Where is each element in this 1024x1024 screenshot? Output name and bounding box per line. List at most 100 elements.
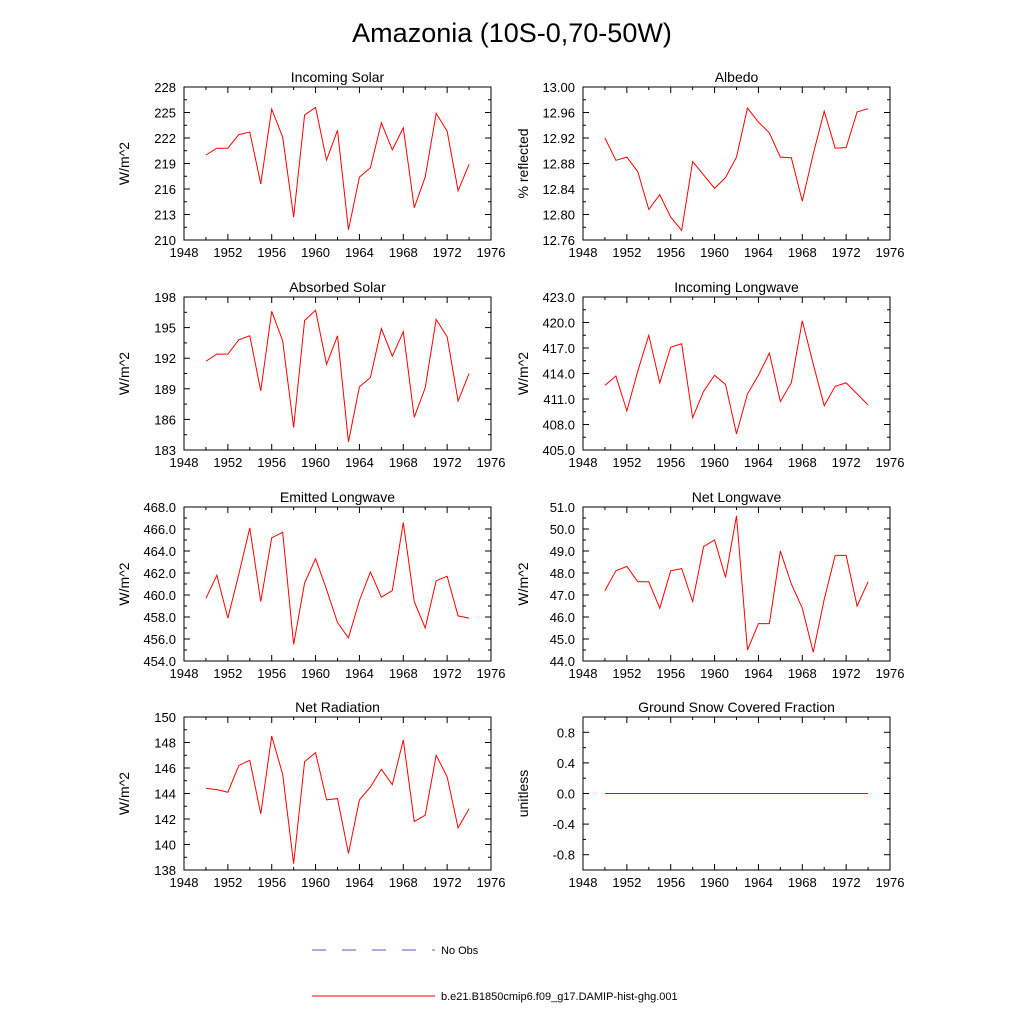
x-tick-label: 1968 — [788, 245, 817, 260]
x-tick-label: 1976 — [477, 875, 506, 890]
y-tick-label: -0.8 — [553, 848, 575, 863]
x-tick-label: 1952 — [612, 455, 641, 470]
y-tick-label: 13.00 — [542, 80, 575, 95]
legend: No Obs b.e21.B1850cmip6.f09_g17.DAMIP-hi… — [312, 945, 678, 1003]
x-tick-label: 1960 — [700, 875, 729, 890]
plot-frame — [183, 506, 492, 662]
y-tick-label: 146 — [154, 761, 176, 776]
x-tick-label: 1960 — [301, 666, 330, 681]
legend-obs-label: No Obs — [441, 945, 479, 957]
x-tick-label: 1952 — [213, 875, 242, 890]
x-tick-label: 1948 — [569, 666, 598, 681]
y-tick-label: 216 — [154, 182, 176, 197]
x-tick-label: 1972 — [433, 245, 462, 260]
y-axis-label: unitless — [515, 770, 531, 817]
x-tick-label: 1960 — [301, 875, 330, 890]
plot-frame — [582, 296, 891, 451]
chart-panel: Incoming Longwave W/m^2 1948 1952 1956 1960 19… — [515, 279, 904, 470]
x-tick-label: 1972 — [832, 455, 861, 470]
y-tick-label: 0.0 — [557, 787, 575, 802]
x-tick-label: 1964 — [744, 245, 773, 260]
series-line — [604, 106, 869, 232]
panels: Incoming Solar W/m^2 1948 1952 1956 1960 1964 1… — [116, 69, 904, 890]
x-tick-label: 1968 — [389, 245, 418, 260]
y-tick-label: 51.0 — [550, 500, 575, 515]
x-tick-label: 1960 — [700, 666, 729, 681]
chart-panel: Incoming Solar W/m^2 1948 1952 1956 1960 1964 1… — [116, 69, 505, 260]
x-tick-label: 1960 — [700, 455, 729, 470]
y-tick-label: 420.0 — [542, 316, 575, 331]
x-tick-label: 1972 — [832, 666, 861, 681]
series-line — [205, 106, 470, 230]
x-tick-label: 1972 — [832, 245, 861, 260]
y-axis-label: W/m^2 — [116, 142, 132, 185]
plot-frame — [183, 86, 492, 241]
x-tick-label: 1960 — [301, 455, 330, 470]
x-tick-label: 1948 — [170, 455, 199, 470]
y-tick-label: 48.0 — [550, 566, 575, 581]
y-tick-label: 405.0 — [542, 443, 575, 458]
y-tick-label: 225 — [154, 106, 176, 121]
y-tick-label: 222 — [154, 131, 176, 146]
x-tick-label: 1956 — [656, 455, 685, 470]
chart-panel: Net Radiation W/m^2 1948 1952 1956 1960 1964 19… — [116, 699, 505, 890]
y-tick-label: 460.0 — [143, 588, 176, 603]
chart-title: Emitted Longwave — [280, 489, 395, 505]
x-tick-label: 1952 — [612, 875, 641, 890]
y-tick-label: 195 — [154, 321, 176, 336]
y-axis-label: W/m^2 — [116, 772, 132, 815]
y-tick-label: 12.92 — [542, 131, 575, 146]
y-tick-label: 417.0 — [542, 341, 575, 356]
y-tick-label: 45.0 — [550, 632, 575, 647]
x-tick-label: 1968 — [788, 666, 817, 681]
series-line — [604, 515, 869, 653]
x-tick-label: 1956 — [257, 875, 286, 890]
y-tick-label: 411.0 — [543, 392, 575, 407]
x-tick-label: 1964 — [744, 455, 773, 470]
x-tick-label: 1976 — [876, 245, 905, 260]
y-tick-label: 0.8 — [557, 725, 575, 740]
y-tick-label: 12.84 — [542, 182, 575, 197]
chart-title: Albedo — [715, 69, 759, 85]
x-tick-label: 1976 — [876, 875, 905, 890]
x-tick-label: 1968 — [389, 455, 418, 470]
x-tick-label: 1964 — [345, 455, 374, 470]
x-tick-label: 1968 — [788, 455, 817, 470]
y-tick-label: 183 — [154, 443, 176, 458]
y-axis-label: % reflected — [515, 128, 531, 198]
y-tick-label: 148 — [154, 736, 176, 751]
x-tick-label: 1956 — [257, 245, 286, 260]
chart-panel: Net Longwave W/m^2 1948 1952 1956 1960 1964 196… — [515, 489, 904, 681]
x-tick-label: 1972 — [832, 875, 861, 890]
y-tick-label: 44.0 — [550, 654, 575, 669]
y-tick-label: 456.0 — [143, 632, 176, 647]
x-tick-label: 1956 — [656, 666, 685, 681]
y-tick-label: 228 — [154, 80, 176, 95]
series-line — [205, 735, 470, 864]
y-tick-label: 142 — [154, 812, 176, 827]
chart-title: Incoming Longwave — [674, 279, 799, 295]
x-tick-label: 1968 — [389, 666, 418, 681]
x-tick-label: 1960 — [700, 245, 729, 260]
y-tick-label: 408.0 — [542, 418, 575, 433]
y-tick-label: 464.0 — [143, 544, 176, 559]
plot-frame — [582, 716, 891, 871]
y-tick-label: 468.0 — [143, 500, 176, 515]
y-tick-label: 138 — [154, 863, 176, 878]
chart-panel: Albedo % reflected 1948 1952 1956 1960 1964 196… — [515, 69, 904, 260]
y-tick-label: 50.0 — [550, 522, 575, 537]
y-tick-label: 144 — [154, 787, 176, 802]
y-tick-label: 12.96 — [542, 106, 575, 121]
y-tick-label: -0.4 — [553, 817, 575, 832]
page-title: Amazonia (10S-0,70-50W) — [352, 18, 672, 48]
y-tick-label: 458.0 — [143, 610, 176, 625]
y-tick-label: 12.80 — [542, 208, 575, 223]
x-tick-label: 1976 — [477, 666, 506, 681]
x-tick-label: 1948 — [170, 245, 199, 260]
y-tick-label: 140 — [154, 838, 176, 853]
x-tick-label: 1964 — [744, 666, 773, 681]
x-tick-label: 1952 — [213, 666, 242, 681]
x-tick-label: 1964 — [345, 875, 374, 890]
y-tick-label: 192 — [154, 351, 176, 366]
